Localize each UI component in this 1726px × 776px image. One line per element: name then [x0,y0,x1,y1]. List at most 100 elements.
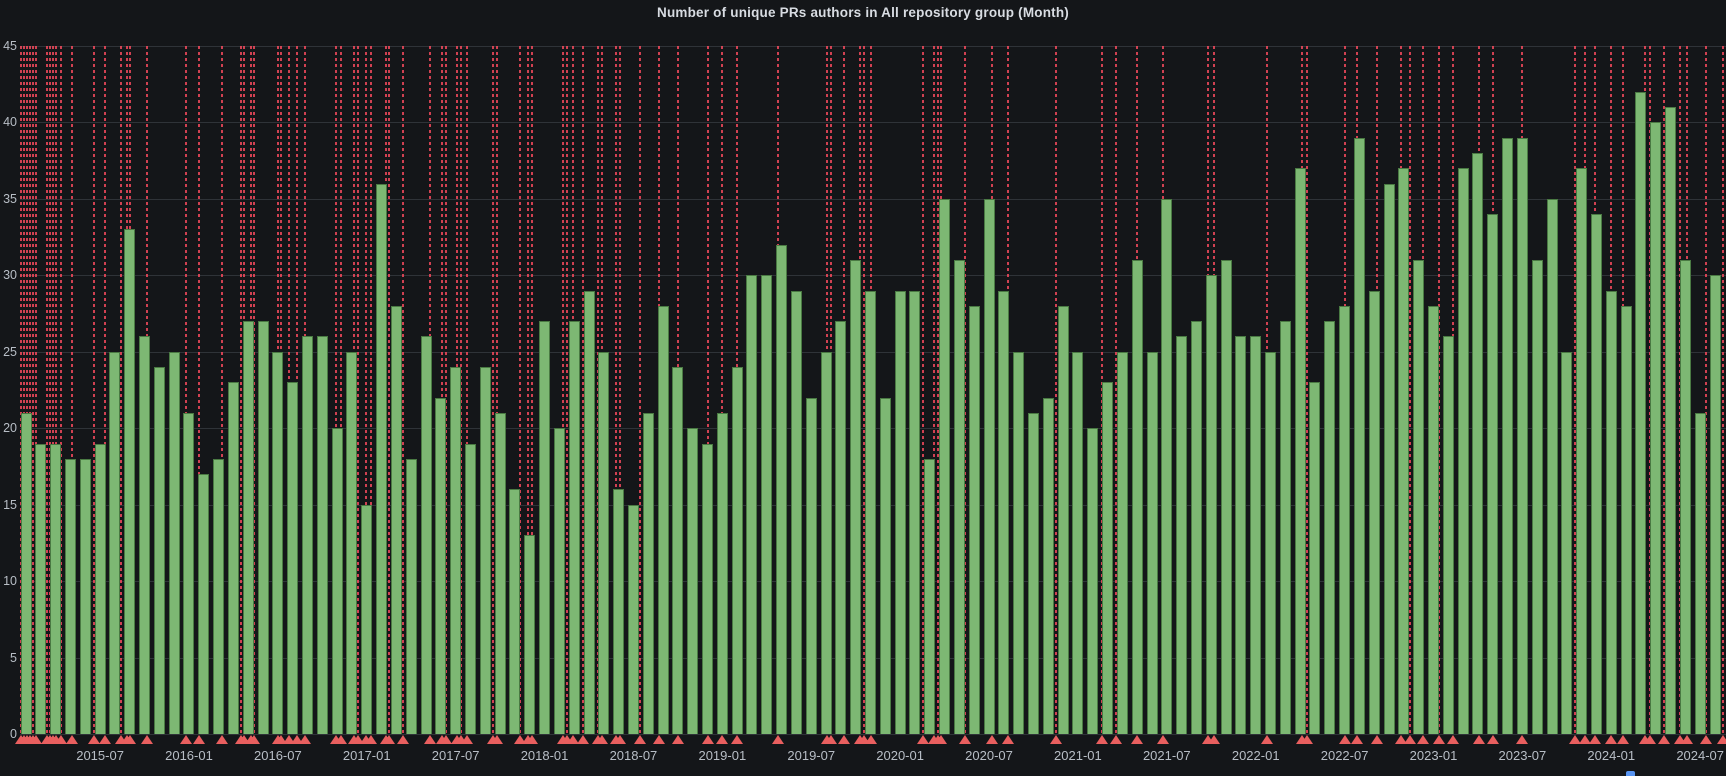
annotation-line[interactable] [55,46,57,735]
annotation-line[interactable] [441,46,443,735]
bar[interactable] [20,412,32,734]
annotation-line[interactable] [240,46,242,735]
bar[interactable] [894,290,906,734]
annotation-line[interactable] [597,46,599,735]
bar[interactable] [139,336,151,734]
annotation-marker-icon[interactable] [1447,735,1459,744]
annotation-marker-icon[interactable] [352,735,364,744]
bar[interactable] [865,290,876,734]
bar[interactable] [272,351,284,734]
annotation-marker-icon[interactable] [99,735,111,744]
bar[interactable] [1576,168,1588,734]
bar[interactable] [613,489,625,734]
bar[interactable] [1368,290,1380,734]
annotation-line[interactable] [335,46,337,735]
annotation-line[interactable] [1705,46,1707,735]
annotation-line[interactable] [566,46,568,735]
annotation-marker-icon[interactable] [88,735,100,744]
annotation-marker-icon[interactable] [283,735,295,744]
annotation-line[interactable] [619,46,621,735]
bar[interactable] [968,305,980,734]
annotation-marker-icon[interactable] [1351,735,1363,744]
annotation-line[interactable] [23,46,25,735]
bar[interactable] [1472,153,1484,734]
annotation-line[interactable] [445,46,447,735]
annotation-marker-icon[interactable] [383,735,395,744]
bar[interactable] [1176,336,1188,734]
bar[interactable] [361,504,373,734]
annotation-marker-icon[interactable] [614,735,626,744]
bar[interactable] [776,244,788,734]
bar[interactable] [227,382,239,734]
bar[interactable] [702,443,714,734]
bar[interactable] [1546,198,1558,734]
annotation-marker-icon[interactable] [653,735,665,744]
bar[interactable] [153,367,165,734]
annotation-marker-icon[interactable] [917,735,929,744]
bar[interactable] [1279,321,1291,734]
bar[interactable] [1665,107,1677,734]
bar[interactable] [1027,412,1039,734]
bar[interactable] [1516,137,1528,734]
bar[interactable] [553,428,565,734]
annotation-line[interactable] [357,46,359,735]
bar[interactable] [909,290,921,734]
annotation-line[interactable] [370,46,372,735]
bar[interactable] [1190,321,1202,734]
bar[interactable] [1309,382,1321,734]
annotation-line[interactable] [582,46,584,735]
annotation-marker-icon[interactable] [1569,735,1581,744]
annotation-marker-icon[interactable] [66,735,78,744]
bar[interactable] [1294,168,1306,734]
bar[interactable] [1102,382,1114,734]
bar[interactable] [494,412,506,734]
bar[interactable] [1205,275,1217,734]
annotation-marker-icon[interactable] [299,735,311,744]
annotation-marker-icon[interactable] [1301,735,1313,744]
annotation-line[interactable] [1306,46,1308,735]
annotation-line[interactable] [707,46,709,735]
annotation-line[interactable] [29,46,31,735]
bar[interactable] [1131,260,1143,734]
annotation-marker-icon[interactable] [1050,735,1062,744]
bar[interactable] [1146,351,1158,734]
bar[interactable] [331,428,343,734]
bar[interactable] [450,367,462,734]
bar[interactable] [598,351,610,734]
annotation-line[interactable] [52,46,54,735]
bar[interactable] [1383,183,1395,734]
bar[interactable] [746,275,758,734]
bar[interactable] [524,535,536,734]
bar[interactable] [583,290,595,734]
bar[interactable] [1265,351,1277,734]
annotation-line[interactable] [615,46,617,735]
annotation-marker-icon[interactable] [440,735,452,744]
bar[interactable] [242,321,254,734]
bar[interactable] [568,321,580,734]
annotation-marker-icon[interactable] [1700,735,1712,744]
annotation-marker-icon[interactable] [702,735,714,744]
annotation-line[interactable] [388,46,390,735]
annotation-marker-icon[interactable] [1096,735,1108,744]
annotation-marker-icon[interactable] [30,735,42,744]
bar[interactable] [316,336,328,734]
bar[interactable] [1220,260,1232,734]
annotation-line[interactable] [922,46,924,735]
annotation-marker-icon[interactable] [180,735,192,744]
annotation-marker-icon[interactable] [1589,735,1601,744]
annotation-marker-icon[interactable] [1617,735,1629,744]
annotation-marker-icon[interactable] [1404,735,1416,744]
annotation-line[interactable] [46,46,48,735]
bar[interactable] [405,458,417,734]
bar[interactable] [1590,214,1602,734]
annotation-marker-icon[interactable] [1674,735,1686,744]
annotation-line[interactable] [365,46,367,735]
annotation-marker-icon[interactable] [514,735,526,744]
annotation-line[interactable] [35,46,37,735]
annotation-line[interactable] [93,46,95,735]
bar[interactable] [1694,412,1706,734]
annotation-marker-icon[interactable] [1157,735,1169,744]
bar[interactable] [1324,321,1336,734]
bar[interactable] [1487,214,1499,734]
bar[interactable] [50,443,62,734]
